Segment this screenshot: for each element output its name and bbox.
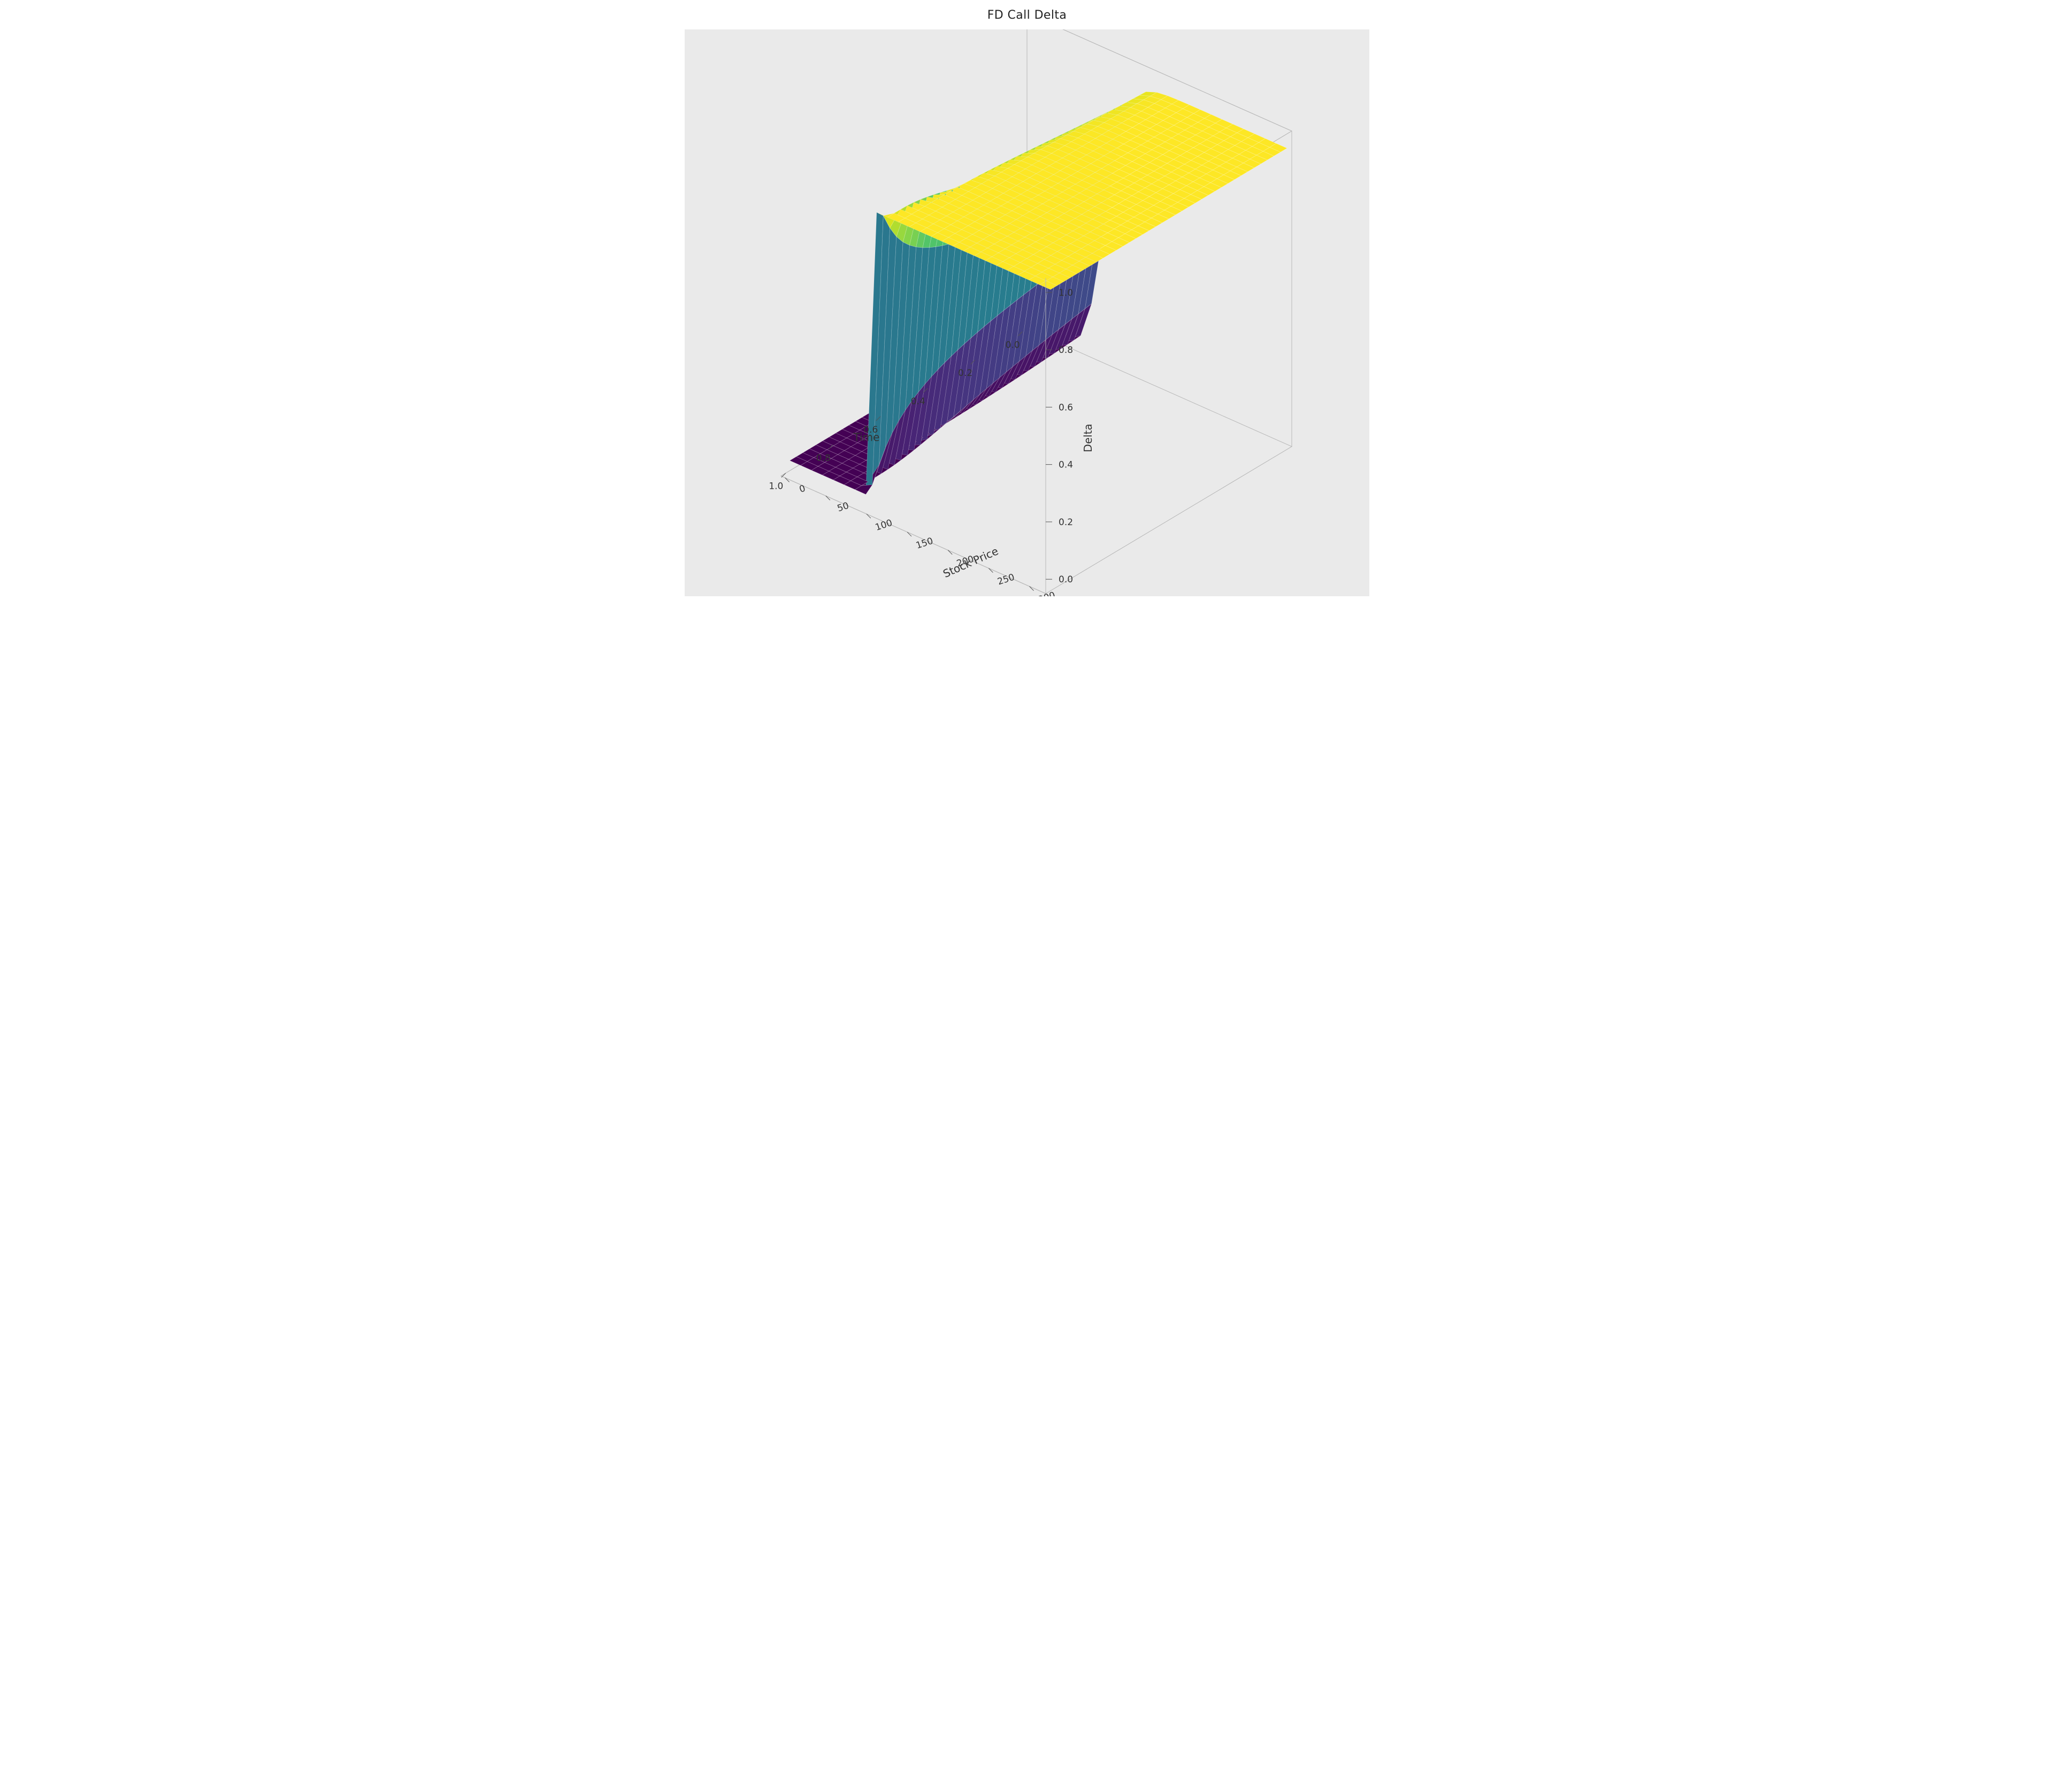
svg-text:1.0: 1.0 [1059,288,1073,298]
svg-text:0.8: 0.8 [816,453,831,464]
svg-text:0.4: 0.4 [911,396,925,407]
svg-text:0.8: 0.8 [1059,345,1073,356]
svg-text:0.6: 0.6 [1059,402,1073,413]
svg-text:150: 150 [915,536,934,551]
chart-panel: 0.00.20.40.60.81.0Time050100150200250300… [685,29,1369,596]
z-axis-label: Delta [1082,424,1094,452]
svg-text:0.2: 0.2 [958,368,972,379]
surface-3d-chart: 0.00.20.40.60.81.0Time050100150200250300… [685,29,1369,596]
svg-text:100: 100 [874,518,894,533]
svg-text:0.2: 0.2 [1059,517,1073,528]
svg-text:250: 250 [996,572,1016,587]
svg-text:0.0: 0.0 [1059,574,1073,585]
svg-text:1.0: 1.0 [769,481,783,492]
chart-title: FD Call Delta [685,9,1369,22]
x-axis-label: Time [853,431,880,444]
svg-text:0.0: 0.0 [1006,340,1020,350]
svg-text:0.4: 0.4 [1059,460,1073,471]
